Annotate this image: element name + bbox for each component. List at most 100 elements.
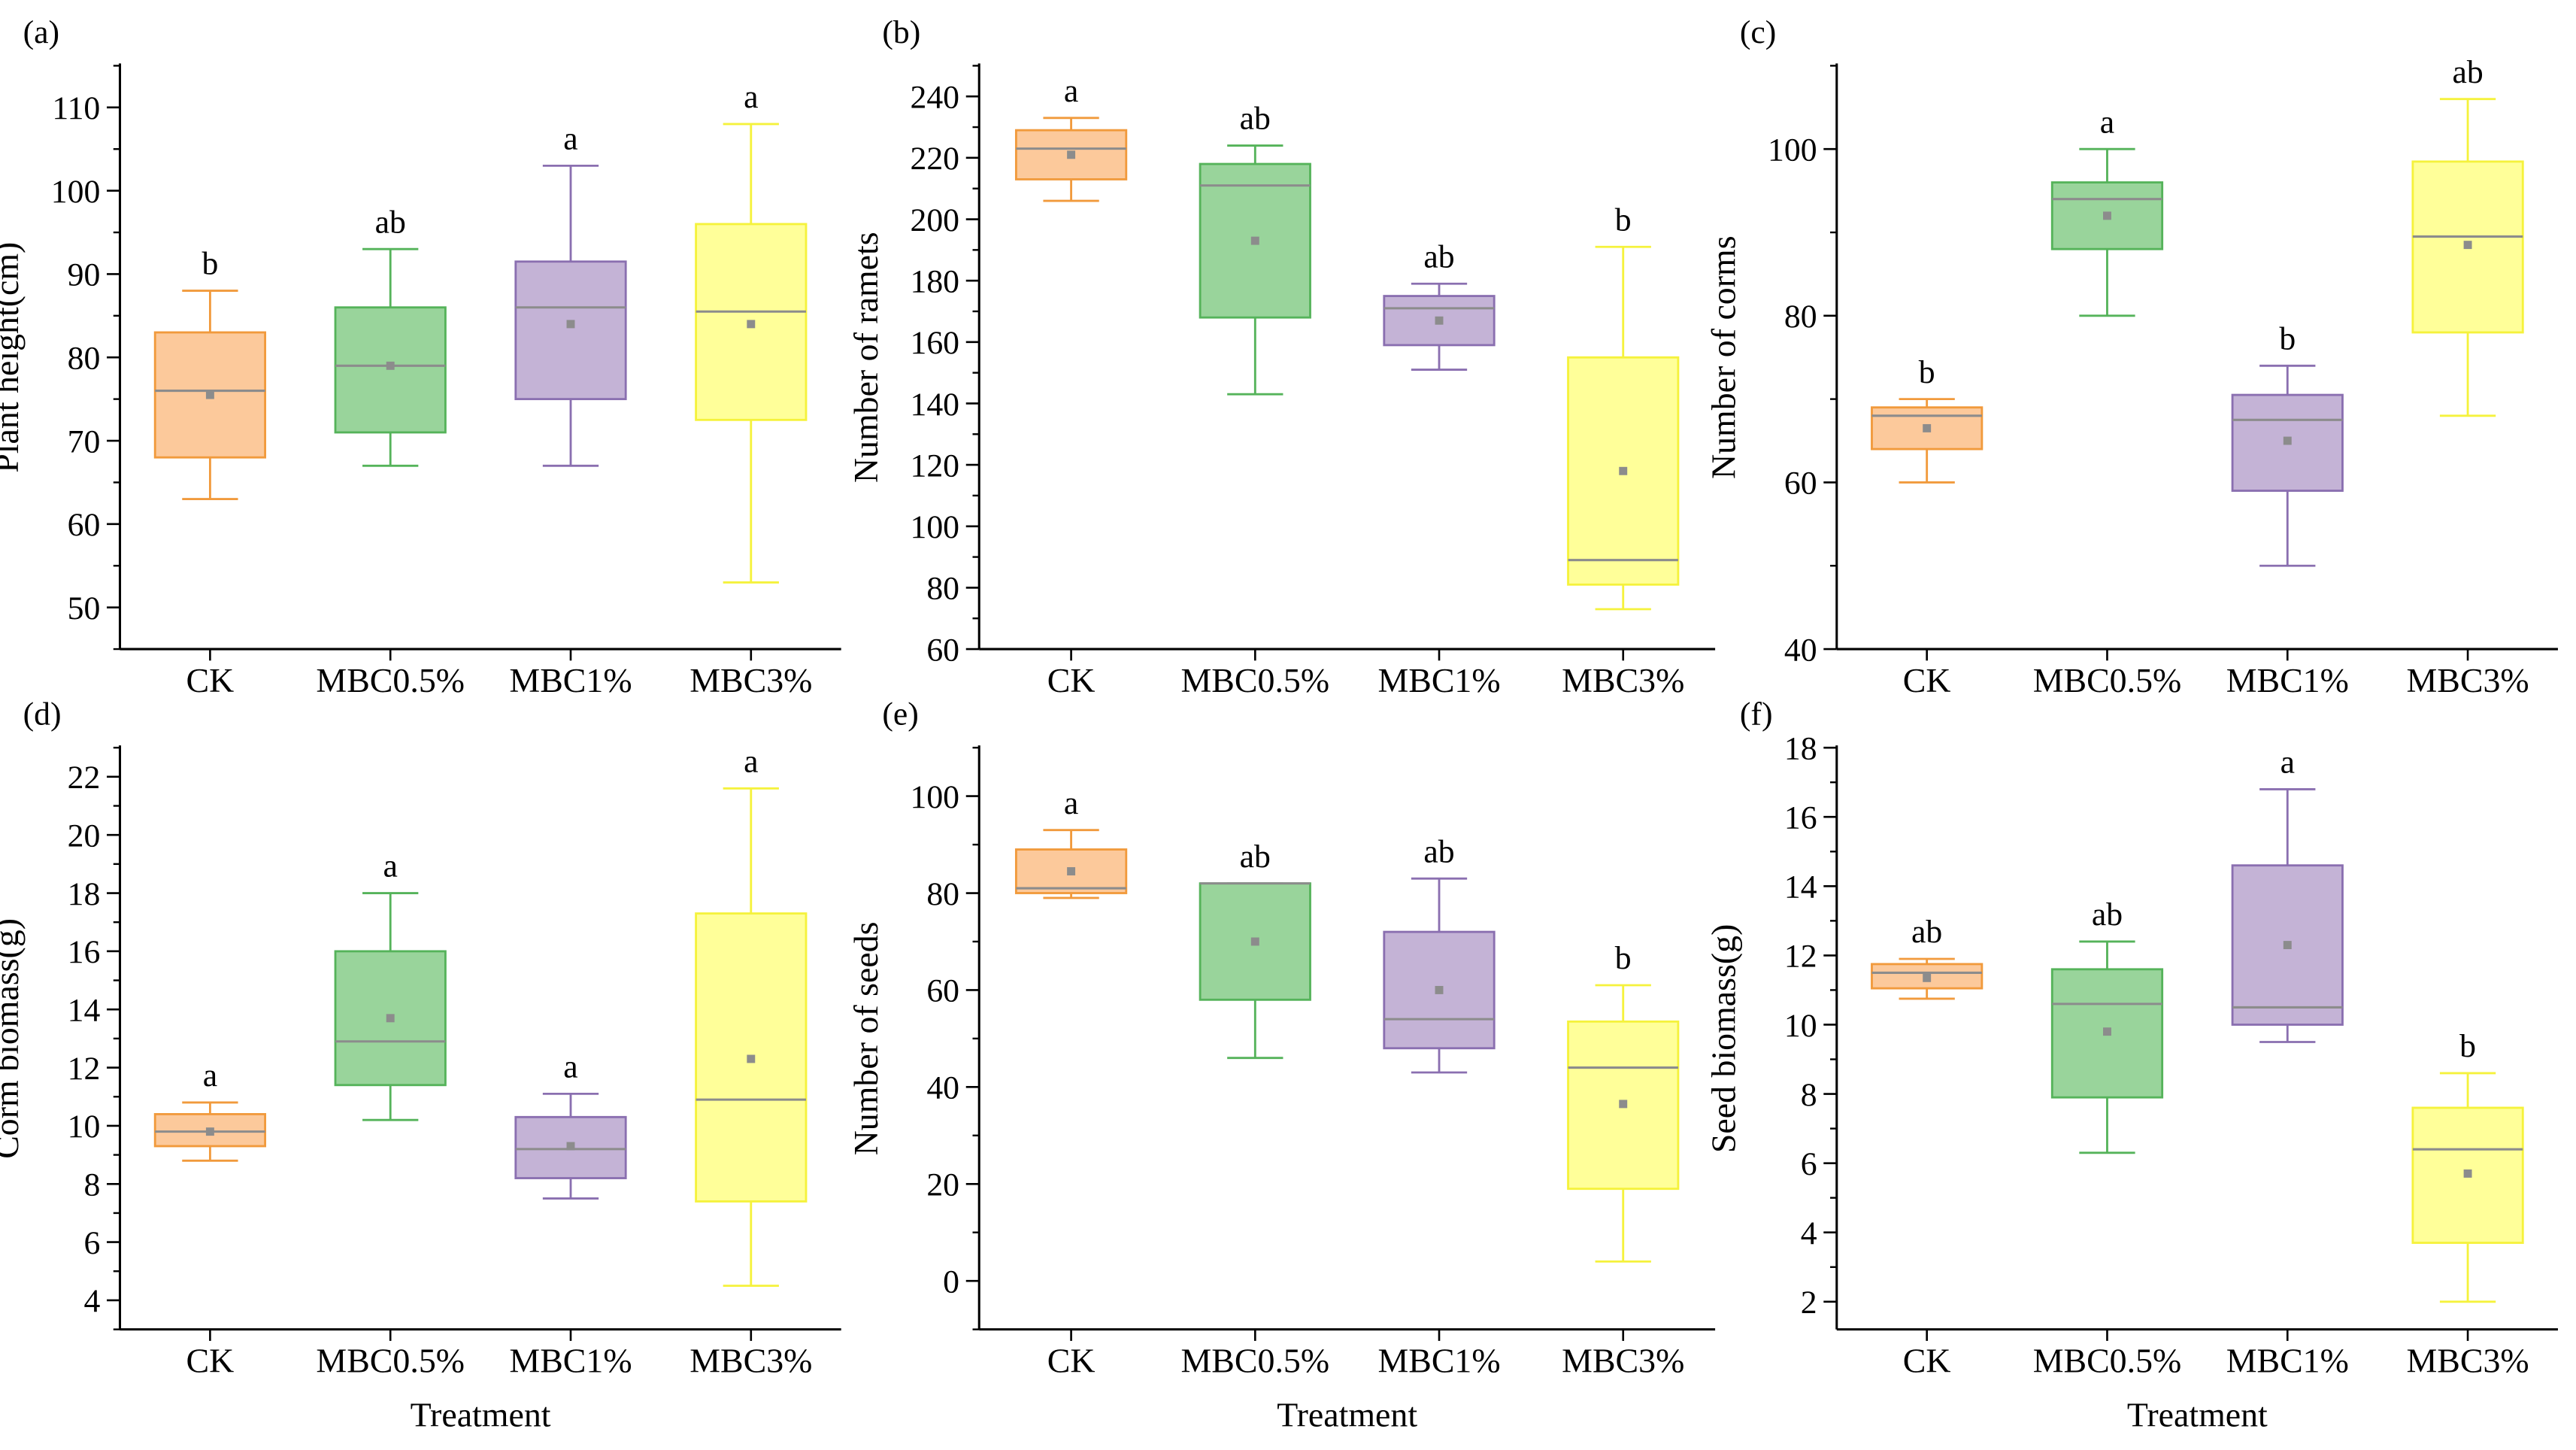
x-tick-label: CK	[1903, 661, 1951, 699]
x-tick-label: CK	[1903, 1341, 1951, 1379]
y-tick-label: 40	[926, 1070, 959, 1106]
x-tick-label: MBC1%	[2226, 1341, 2349, 1379]
y-tick-label: 16	[1784, 800, 1817, 836]
mean-marker	[2463, 241, 2472, 250]
x-tick-label: MBC0.5%	[2033, 1341, 2182, 1379]
box-CK: a	[153, 1057, 267, 1162]
x-tick-label: MBC0.5%	[1181, 661, 1330, 699]
x-tick-label: MBC3%	[689, 1341, 812, 1379]
y-tick-label: 40	[1784, 632, 1817, 668]
significance-letter: a	[744, 79, 758, 115]
box-MBC3%: a	[695, 743, 808, 1288]
x-axis-label: Treatment	[1277, 1396, 1417, 1434]
x-tick-label: MBC1%	[2226, 661, 2349, 699]
box-MBC3%: b	[1567, 940, 1680, 1263]
x-tick-label: CK	[1047, 1341, 1096, 1379]
panel-label: (c)	[1740, 14, 1777, 50]
box-MBC1%: a	[514, 1049, 627, 1200]
x-tick-label: MBC3%	[2406, 661, 2529, 699]
significance-letter: a	[2100, 104, 2114, 140]
significance-letter: ab	[1423, 833, 1454, 869]
panel-c: (c) 40 60 80 100 Number of corms CK MBC0.5% MBC1…	[1704, 14, 2558, 699]
significance-letter: b	[202, 246, 218, 282]
y-tick-label: 100	[910, 509, 959, 545]
mean-marker	[566, 320, 575, 329]
panel-d: (d) 4 6 8 10 12 14 16 18 20 22 Corm biomass(g) CK MBC…	[0, 696, 841, 1434]
x-tick-label: MBC1%	[1377, 661, 1500, 699]
significance-letter: a	[383, 848, 398, 884]
panel-label: (e)	[882, 696, 919, 733]
x-tick-label: MBC3%	[689, 661, 812, 699]
y-tick-label: 14	[1784, 869, 1817, 905]
mean-marker	[1435, 316, 1444, 325]
significance-letter: b	[2279, 320, 2296, 356]
mean-marker	[1619, 1100, 1628, 1109]
y-tick-label: 18	[1784, 730, 1817, 766]
mean-marker	[1923, 423, 1932, 432]
significance-letter: b	[1919, 354, 1935, 390]
x-tick-label: CK	[186, 1341, 235, 1379]
y-tick-label: 6	[1801, 1146, 1817, 1182]
mean-marker	[747, 1054, 756, 1063]
panel-a: (a) 50 60 70 80 90 100 110 Plant height(cm) CK MBC…	[0, 14, 841, 699]
mean-marker	[1435, 985, 1444, 994]
y-tick-label: 50	[68, 590, 101, 626]
box-MBC1%: a	[514, 121, 627, 467]
box-MBC0.5%: ab	[1199, 839, 1311, 1060]
y-tick-label: 80	[926, 571, 959, 607]
significance-letter: a	[1064, 73, 1078, 109]
mean-marker	[386, 361, 395, 370]
y-tick-label: 70	[68, 423, 101, 460]
box-CK: a	[1014, 73, 1128, 202]
y-axis-label: Seed biomass(g)	[1704, 924, 1742, 1154]
y-tick-label: 110	[52, 90, 100, 126]
mean-marker	[2463, 1169, 2472, 1178]
y-tick-label: 20	[68, 818, 101, 854]
mean-marker	[2103, 1027, 2111, 1036]
box-MBC3%: b	[2411, 1028, 2524, 1303]
box-MBC0.5%: ab	[2050, 896, 2164, 1154]
significance-letter: ab	[1240, 839, 1271, 875]
y-tick-label: 60	[926, 973, 959, 1009]
mean-marker	[2103, 211, 2111, 220]
mean-marker	[1067, 867, 1076, 875]
panel-label: (d)	[23, 696, 62, 733]
y-tick-label: 60	[1784, 466, 1817, 502]
significance-letter: a	[563, 1049, 577, 1085]
y-axis-label: Plant height(cm)	[0, 242, 26, 473]
mean-marker	[566, 1142, 575, 1151]
box-iqr	[153, 1113, 267, 1148]
y-tick-label: 10	[1784, 1008, 1817, 1044]
box-MBC1%: ab	[1383, 238, 1496, 371]
box-MBC3%: ab	[2411, 54, 2524, 417]
y-tick-label: 10	[68, 1109, 101, 1145]
y-tick-label: 6	[83, 1225, 100, 1261]
y-tick-label: 16	[68, 934, 101, 970]
y-tick-label: 60	[926, 632, 959, 668]
y-tick-label: 100	[51, 174, 101, 210]
mean-marker	[2283, 436, 2292, 445]
box-CK: b	[153, 246, 267, 501]
y-tick-label: 18	[68, 876, 101, 912]
significance-letter: a	[563, 121, 577, 157]
box-MBC3%: a	[695, 79, 808, 584]
y-axis-label: Number of ramets	[847, 232, 885, 483]
box-MBC0.5%: a	[334, 848, 447, 1121]
x-tick-label: MBC0.5%	[316, 1341, 465, 1379]
mean-marker	[205, 1127, 214, 1136]
box-MBC1%: b	[2231, 320, 2344, 567]
significance-letter: a	[744, 743, 758, 779]
panel-label: (f)	[1740, 696, 1773, 733]
x-tick-label: MBC3%	[1562, 1341, 1684, 1379]
box-MBC3%: b	[1567, 202, 1680, 611]
panel-f: (f) 2 4 6 8 10 12 14 16 18 Seed biomass(g) CK MBC0.5…	[1704, 696, 2558, 1434]
mean-marker	[1923, 973, 1932, 982]
panel-e: (e) 0 20 40 60 80 100 Number of seeds CK MBC0.5% M…	[847, 696, 1716, 1434]
x-tick-label: MBC3%	[1562, 661, 1684, 699]
mean-marker	[747, 320, 756, 329]
box-CK: b	[1871, 354, 1984, 484]
box-iqr	[334, 306, 447, 434]
mean-marker	[2283, 941, 2292, 950]
y-tick-label: 80	[68, 341, 101, 377]
x-tick-label: MBC1%	[509, 1341, 632, 1379]
